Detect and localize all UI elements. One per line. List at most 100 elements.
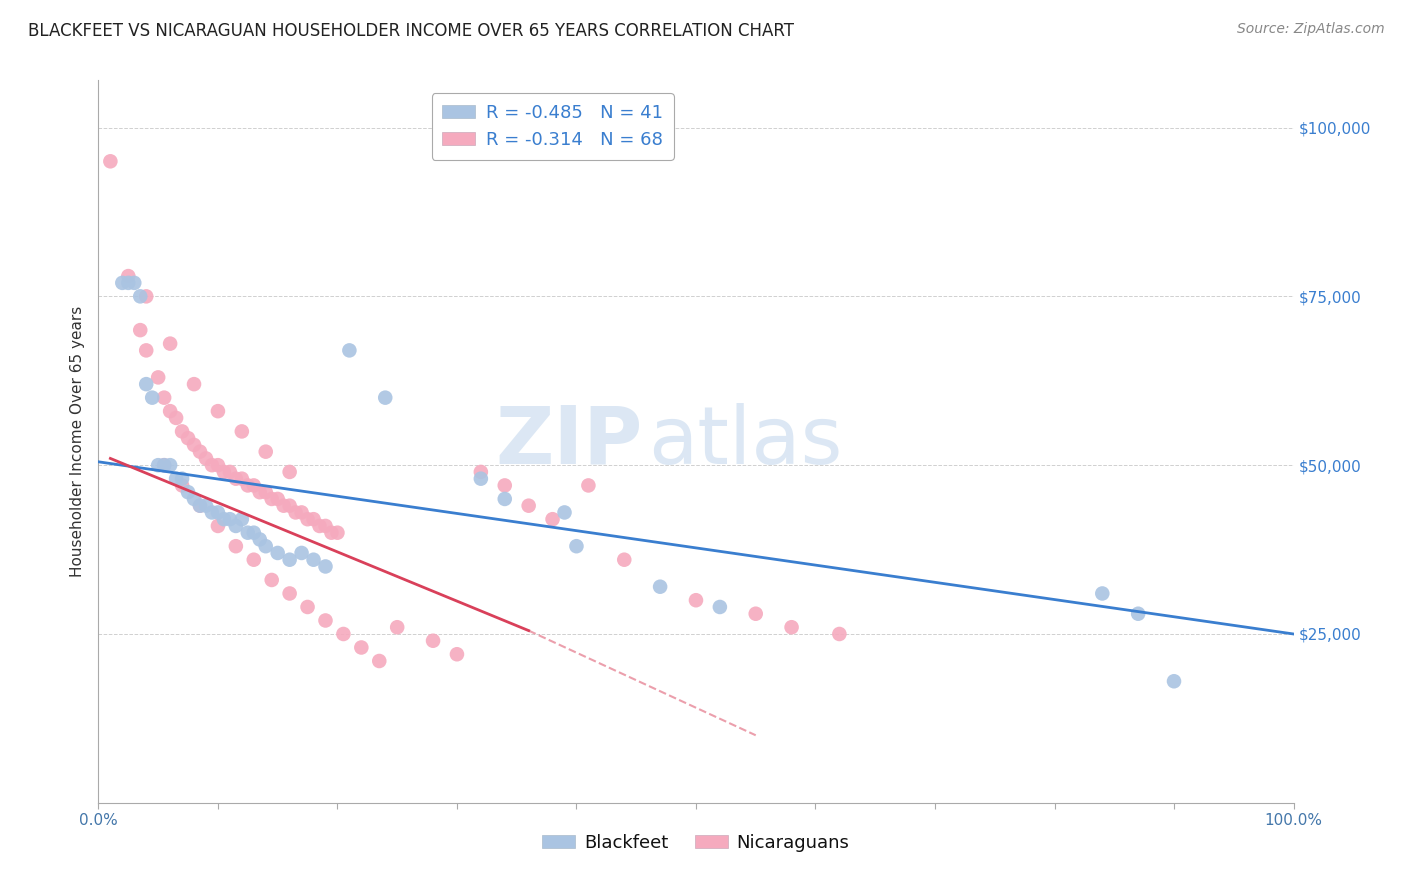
Point: [278, 552, 301, 566]
Point: [273, 499, 295, 513]
Point: [135, 289, 157, 303]
Point: [385, 620, 409, 634]
Point: [188, 499, 211, 513]
Point: [98, 154, 122, 169]
Point: [321, 525, 343, 540]
Point: [159, 458, 181, 472]
Point: [470, 472, 492, 486]
Point: [613, 552, 636, 566]
Point: [745, 607, 768, 621]
Point: [374, 391, 396, 405]
Point: [249, 485, 271, 500]
Point: [129, 323, 152, 337]
Point: [291, 505, 314, 519]
Point: [207, 458, 229, 472]
Point: [172, 472, 194, 486]
Point: [111, 276, 134, 290]
Point: [339, 343, 361, 358]
Point: [231, 425, 253, 439]
Point: [494, 491, 516, 506]
Point: [315, 559, 337, 574]
Point: [195, 451, 218, 466]
Point: [278, 499, 301, 513]
Point: [541, 512, 564, 526]
Point: [470, 465, 492, 479]
Point: [291, 546, 314, 560]
Point: [1128, 607, 1150, 621]
Point: [188, 499, 211, 513]
Point: [254, 444, 277, 458]
Point: [165, 472, 187, 486]
Point: [177, 485, 200, 500]
Point: [297, 512, 319, 526]
Point: [207, 505, 229, 519]
Point: [326, 525, 349, 540]
Point: [302, 512, 325, 526]
Point: [254, 539, 277, 553]
Point: [177, 431, 200, 445]
Legend: Blackfeet, Nicaraguans: Blackfeet, Nicaraguans: [536, 826, 856, 859]
Point: [709, 599, 731, 614]
Point: [219, 512, 242, 526]
Point: [117, 276, 139, 290]
Point: [165, 411, 187, 425]
Point: [350, 640, 373, 655]
Point: [183, 377, 205, 392]
Text: Source: ZipAtlas.com: Source: ZipAtlas.com: [1237, 22, 1385, 37]
Point: [422, 633, 444, 648]
Point: [231, 512, 253, 526]
Point: [236, 478, 259, 492]
Point: [332, 627, 354, 641]
Point: [172, 425, 194, 439]
Point: [494, 478, 516, 492]
Point: [648, 580, 672, 594]
Point: [243, 525, 266, 540]
Point: [148, 370, 170, 384]
Y-axis label: Householder Income Over 65 years: Householder Income Over 65 years: [69, 306, 84, 577]
Text: BLACKFEET VS NICARAGUAN HOUSEHOLDER INCOME OVER 65 YEARS CORRELATION CHART: BLACKFEET VS NICARAGUAN HOUSEHOLDER INCO…: [28, 22, 794, 40]
Point: [219, 465, 242, 479]
Point: [159, 404, 181, 418]
Point: [578, 478, 600, 492]
Point: [183, 491, 205, 506]
Point: [129, 289, 152, 303]
Point: [135, 343, 157, 358]
Point: [201, 505, 224, 519]
Point: [446, 647, 468, 661]
Point: [297, 599, 319, 614]
Point: [1163, 674, 1185, 689]
Point: [207, 519, 229, 533]
Point: [148, 458, 170, 472]
Point: [554, 505, 576, 519]
Point: [267, 546, 290, 560]
Point: [315, 614, 337, 628]
Point: [267, 491, 290, 506]
Point: [188, 444, 211, 458]
Point: [236, 525, 259, 540]
Point: [308, 519, 330, 533]
Point: [368, 654, 391, 668]
Point: [1091, 586, 1114, 600]
Point: [153, 458, 176, 472]
Point: [172, 478, 194, 492]
Point: [249, 533, 271, 547]
Point: [284, 505, 307, 519]
Text: atlas: atlas: [648, 402, 842, 481]
Point: [780, 620, 803, 634]
Point: [153, 391, 176, 405]
Text: ZIP: ZIP: [495, 402, 643, 481]
Point: [135, 377, 157, 392]
Point: [117, 269, 139, 284]
Point: [153, 458, 176, 472]
Point: [124, 276, 146, 290]
Point: [260, 573, 283, 587]
Point: [195, 499, 218, 513]
Point: [254, 485, 277, 500]
Point: [243, 552, 266, 566]
Point: [278, 465, 301, 479]
Point: [302, 552, 325, 566]
Point: [141, 391, 163, 405]
Point: [201, 458, 224, 472]
Point: [231, 472, 253, 486]
Point: [212, 512, 235, 526]
